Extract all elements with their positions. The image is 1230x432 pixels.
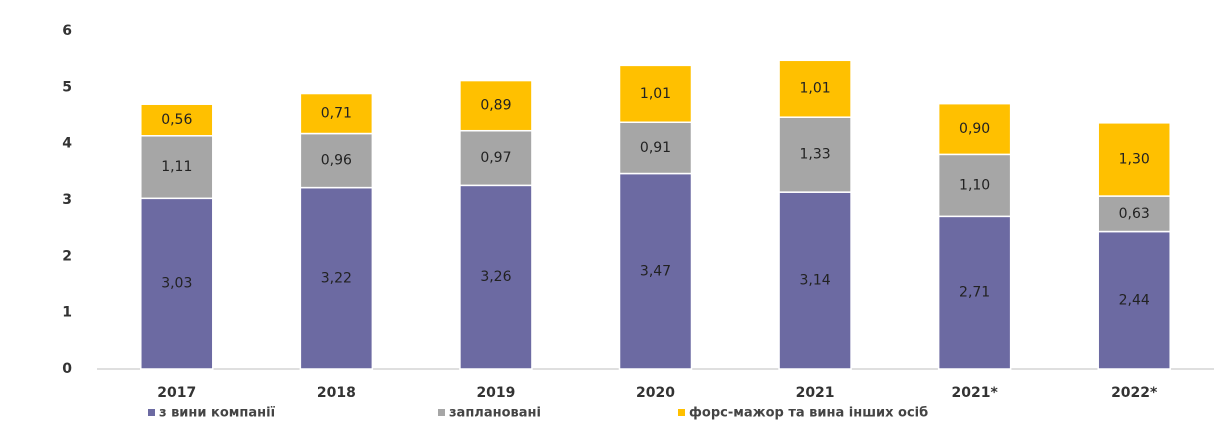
value-label: 0,97 xyxy=(480,150,511,166)
bar-segment xyxy=(459,184,533,370)
bar-segment xyxy=(299,132,374,189)
bar-segment xyxy=(299,186,374,370)
value-label: 1,10 xyxy=(959,177,990,193)
value-label: 3,26 xyxy=(480,269,511,285)
bar-segment xyxy=(937,102,1012,156)
value-label: 2,71 xyxy=(959,285,990,301)
value-label: 3,47 xyxy=(640,263,671,279)
value-label: 0,63 xyxy=(1119,206,1150,222)
value-label: 1,30 xyxy=(1119,151,1150,167)
legend-marker xyxy=(438,409,445,416)
value-label: 3,22 xyxy=(321,270,352,286)
bar-segment xyxy=(778,59,852,118)
value-label: 1,01 xyxy=(640,86,671,102)
y-tick-label: 6 xyxy=(62,23,72,39)
value-label: 1,11 xyxy=(161,159,192,175)
legend-label: заплановані xyxy=(449,406,541,421)
bar-segment xyxy=(140,197,214,370)
bar-segment xyxy=(618,172,693,370)
x-tick-label: 2017 xyxy=(157,385,196,401)
y-tick-label: 3 xyxy=(62,192,72,208)
legend-marker xyxy=(148,409,155,416)
bar-segment xyxy=(459,79,533,132)
bar-segment xyxy=(937,153,1012,218)
y-tick-label: 0 xyxy=(62,361,72,377)
value-label: 1,33 xyxy=(799,147,830,163)
value-label: 0,96 xyxy=(321,153,352,169)
x-tick-label: 2022* xyxy=(1111,385,1158,401)
legend-label: з вини компанії xyxy=(159,406,276,421)
bar-segment xyxy=(618,121,693,175)
legend-marker xyxy=(678,409,685,416)
bar-segment xyxy=(937,215,1012,370)
bar-segment xyxy=(1097,122,1171,197)
value-label: 0,91 xyxy=(640,140,671,156)
bar-segment xyxy=(459,129,533,187)
y-tick-label: 1 xyxy=(62,305,72,321)
value-label: 2,44 xyxy=(1119,292,1150,308)
bar-segment xyxy=(1097,195,1171,233)
legend-label: форс-мажор та вина інших осіб xyxy=(689,406,928,421)
x-tick-label: 2021* xyxy=(951,385,998,401)
bar-segment xyxy=(778,116,852,193)
value-label: 3,14 xyxy=(799,273,830,289)
y-tick-label: 5 xyxy=(62,79,72,95)
x-tick-label: 2019 xyxy=(476,385,515,401)
value-label: 0,89 xyxy=(480,98,511,114)
y-tick-label: 2 xyxy=(62,248,72,264)
bar-segment xyxy=(140,135,214,200)
value-label: 1,01 xyxy=(799,81,830,97)
value-label: 0,71 xyxy=(321,106,352,122)
x-tick-label: 2020 xyxy=(636,385,675,401)
y-tick-label: 4 xyxy=(62,136,72,152)
x-tick-label: 2021 xyxy=(796,385,835,401)
value-label: 0,56 xyxy=(161,112,192,128)
bar-segment xyxy=(778,191,852,370)
value-label: 3,03 xyxy=(161,276,192,292)
x-tick-label: 2018 xyxy=(317,385,356,401)
bar-segment xyxy=(140,103,214,137)
bar-segment xyxy=(1097,230,1171,370)
bar-segment xyxy=(299,92,374,135)
bar-segment xyxy=(618,64,693,124)
value-label: 0,90 xyxy=(959,121,990,137)
